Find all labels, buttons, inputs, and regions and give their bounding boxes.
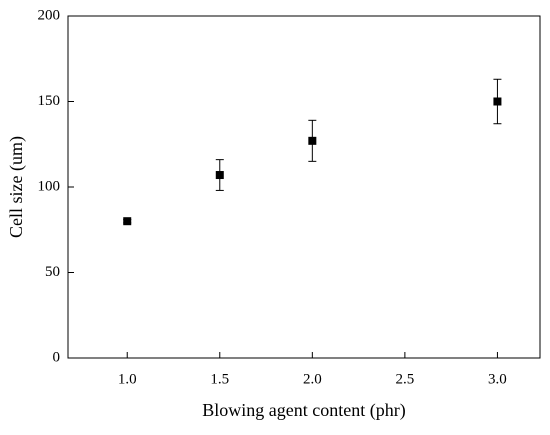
- x-tick-label: 2.5: [396, 371, 415, 387]
- y-tick-label: 0: [53, 349, 61, 365]
- y-tick-label: 150: [38, 93, 61, 109]
- x-axis-title: Blowing agent content (phr): [202, 400, 405, 421]
- point: [215, 171, 224, 180]
- plot-frame: [67, 15, 541, 359]
- y-tick-label: 50: [45, 264, 60, 280]
- point: [308, 136, 317, 145]
- y-tick-label: 200: [38, 7, 61, 23]
- y-tick-label: 100: [38, 178, 61, 194]
- y-axis-title: Cell size (um): [6, 136, 27, 238]
- x-tick-label: 2.0: [303, 371, 322, 387]
- x-tick-label: 3.0: [488, 371, 507, 387]
- x-tick-label: 1.5: [210, 371, 229, 387]
- x-tick-label: 1.0: [118, 371, 137, 387]
- point: [493, 97, 502, 106]
- point: [123, 217, 132, 226]
